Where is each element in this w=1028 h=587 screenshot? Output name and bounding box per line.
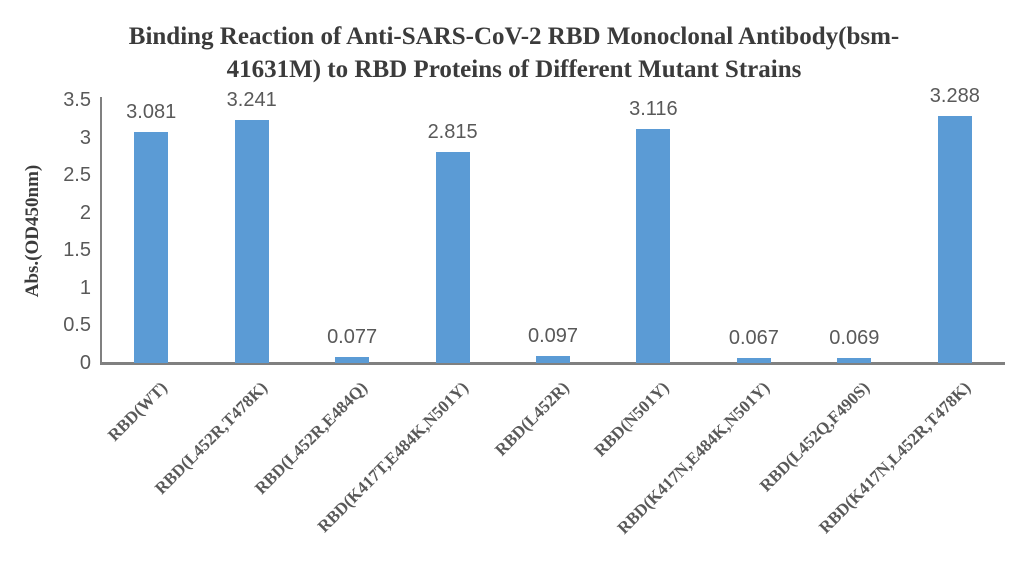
bar-value-label: 2.815 — [427, 120, 478, 143]
bar — [536, 355, 570, 363]
chart-title: Binding Reaction of Anti-SARS-CoV-2 RBD … — [0, 20, 1028, 86]
bar — [435, 151, 470, 363]
bar-value-label: 0.069 — [829, 326, 880, 349]
y-tick-label: 1 — [79, 276, 91, 299]
bar — [234, 119, 269, 363]
chart-title-line1: Binding Reaction of Anti-SARS-CoV-2 RBD … — [128, 23, 900, 50]
bar — [937, 115, 972, 363]
chart-title-line2: 41631M) to RBD Proteins of Different Mut… — [226, 56, 802, 83]
bar-value-label: 3.241 — [226, 88, 277, 111]
bar — [837, 357, 872, 363]
y-tick-label: 2 — [79, 201, 91, 224]
y-tick-label: 3 — [79, 126, 91, 149]
bar — [134, 131, 169, 363]
y-tick-label: 2.5 — [63, 164, 91, 187]
bar-value-label: 3.081 — [126, 100, 177, 123]
category-label: RBD(WT) — [103, 378, 171, 445]
bar-value-label: 3.288 — [929, 84, 980, 107]
category-label: RBD(L452R) — [490, 378, 573, 460]
y-tick-label: 0 — [79, 352, 91, 374]
x-axis-line — [100, 362, 1005, 365]
bar-value-label: 3.116 — [629, 97, 678, 120]
category-label: RBD(L452Q,F490S) — [756, 378, 874, 496]
bar-value-label: 0.067 — [728, 327, 779, 349]
y-tick-label: 1.5 — [63, 239, 91, 262]
y-tick-label: 3.5 — [63, 89, 91, 111]
bar — [636, 128, 671, 363]
bar-value-label: 0.077 — [327, 326, 378, 349]
y-tick-label: 0.5 — [63, 314, 91, 337]
bar — [736, 358, 771, 363]
bar-value-label: 0.097 — [527, 324, 579, 347]
y-axis-line — [100, 97, 102, 363]
bar — [335, 357, 370, 363]
category-label: RBD(N501Y) — [590, 378, 673, 461]
